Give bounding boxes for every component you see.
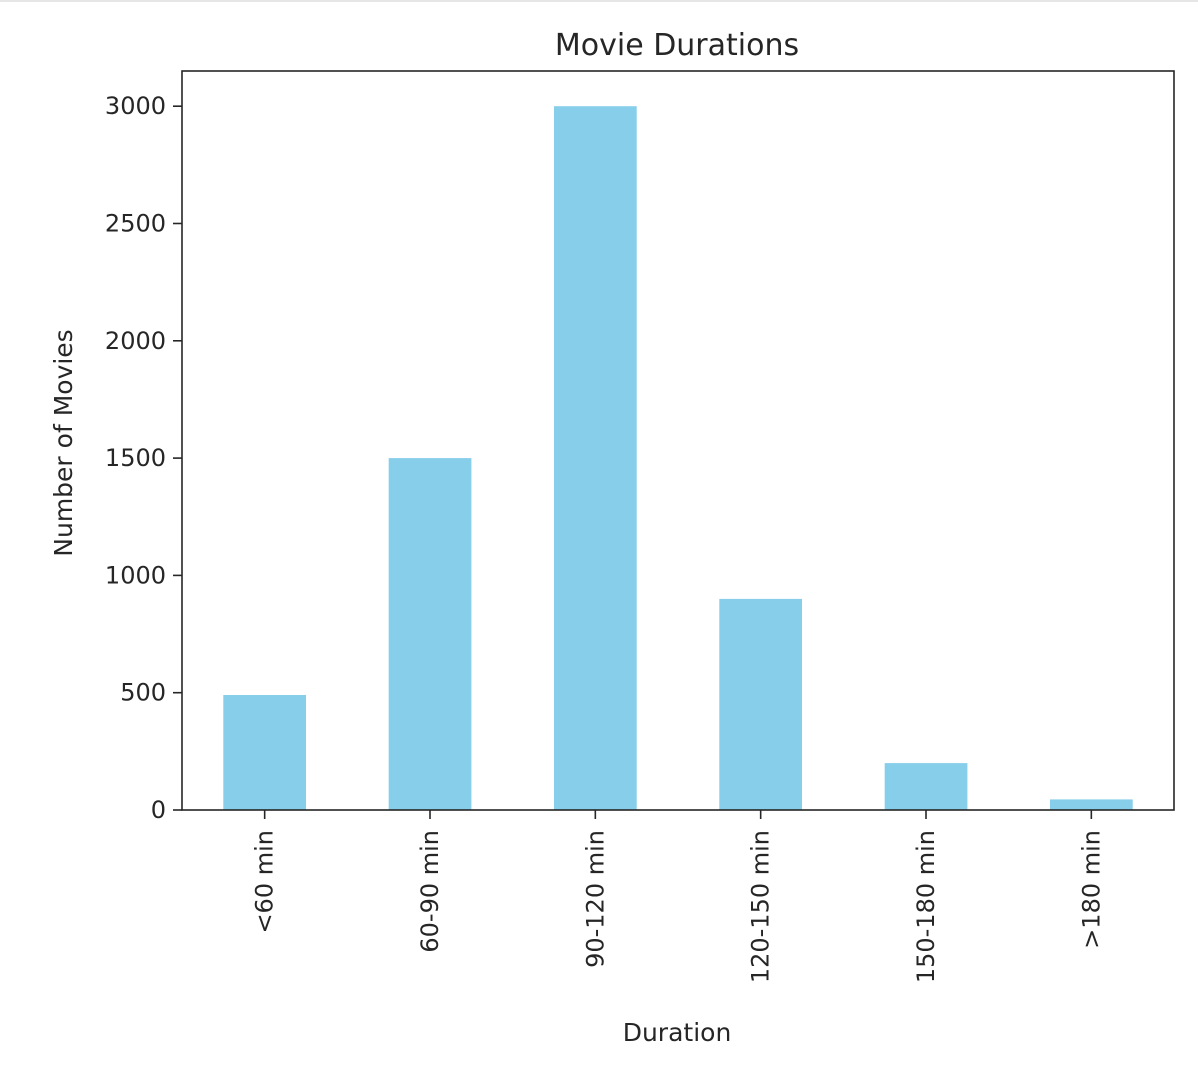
plot-frame <box>181 70 1175 811</box>
y-tick-label-4: 2000 <box>105 327 166 355</box>
x-tick-label-5: >180 min <box>1077 830 1105 949</box>
bar-0 <box>223 695 306 810</box>
y-tick-label-1: 500 <box>120 679 166 707</box>
x-tick-label-3: 120-150 min <box>747 830 775 983</box>
y-tick-label-6: 3000 <box>105 92 166 120</box>
bar-4 <box>884 763 968 810</box>
y-tick-label-3: 1500 <box>105 444 166 472</box>
y-tick-label-2: 1000 <box>105 561 166 589</box>
top-border-line <box>0 0 1198 2</box>
x-tick-label-1: 60-90 min <box>416 830 444 953</box>
y-axis-label: Number of Movies <box>49 329 78 556</box>
x-axis-label: Duration <box>623 1018 732 1047</box>
x-tick-label-4: 150-180 min <box>912 830 940 983</box>
bar-3 <box>719 598 802 810</box>
bar-1 <box>388 458 472 810</box>
y-tick-label-0: 0 <box>151 796 166 824</box>
x-tick-label-0: <60 min <box>251 830 279 934</box>
y-tick-label-5: 2500 <box>105 209 166 237</box>
bar-2 <box>554 106 637 810</box>
x-axis-ticks: <60 min 60-90 min 90-120 min 120-150 min 150… <box>251 810 1105 983</box>
y-axis-ticks: 0 500 1000 1500 2000 2500 3000 <box>105 92 182 824</box>
bars-group <box>223 106 1133 810</box>
x-tick-label-2: 90-120 min <box>581 830 609 968</box>
chart-title: Movie Durations <box>555 28 799 63</box>
bar-5 <box>1050 799 1133 810</box>
